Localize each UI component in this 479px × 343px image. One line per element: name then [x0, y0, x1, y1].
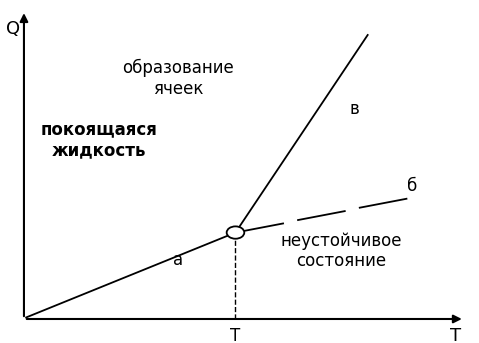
Text: а: а: [173, 251, 183, 269]
Text: неустойчивое
состояние: неустойчивое состояние: [281, 232, 402, 271]
Text: образование
ячеек: образование ячеек: [122, 59, 234, 98]
Text: в: в: [350, 100, 359, 118]
Circle shape: [227, 226, 244, 239]
Text: Q: Q: [6, 20, 20, 37]
Text: T: T: [450, 327, 461, 343]
Text: покоящаяся
жидкость: покоящаяся жидкость: [40, 120, 157, 159]
Text: б: б: [407, 177, 417, 195]
Text: Т: Т: [230, 327, 240, 343]
